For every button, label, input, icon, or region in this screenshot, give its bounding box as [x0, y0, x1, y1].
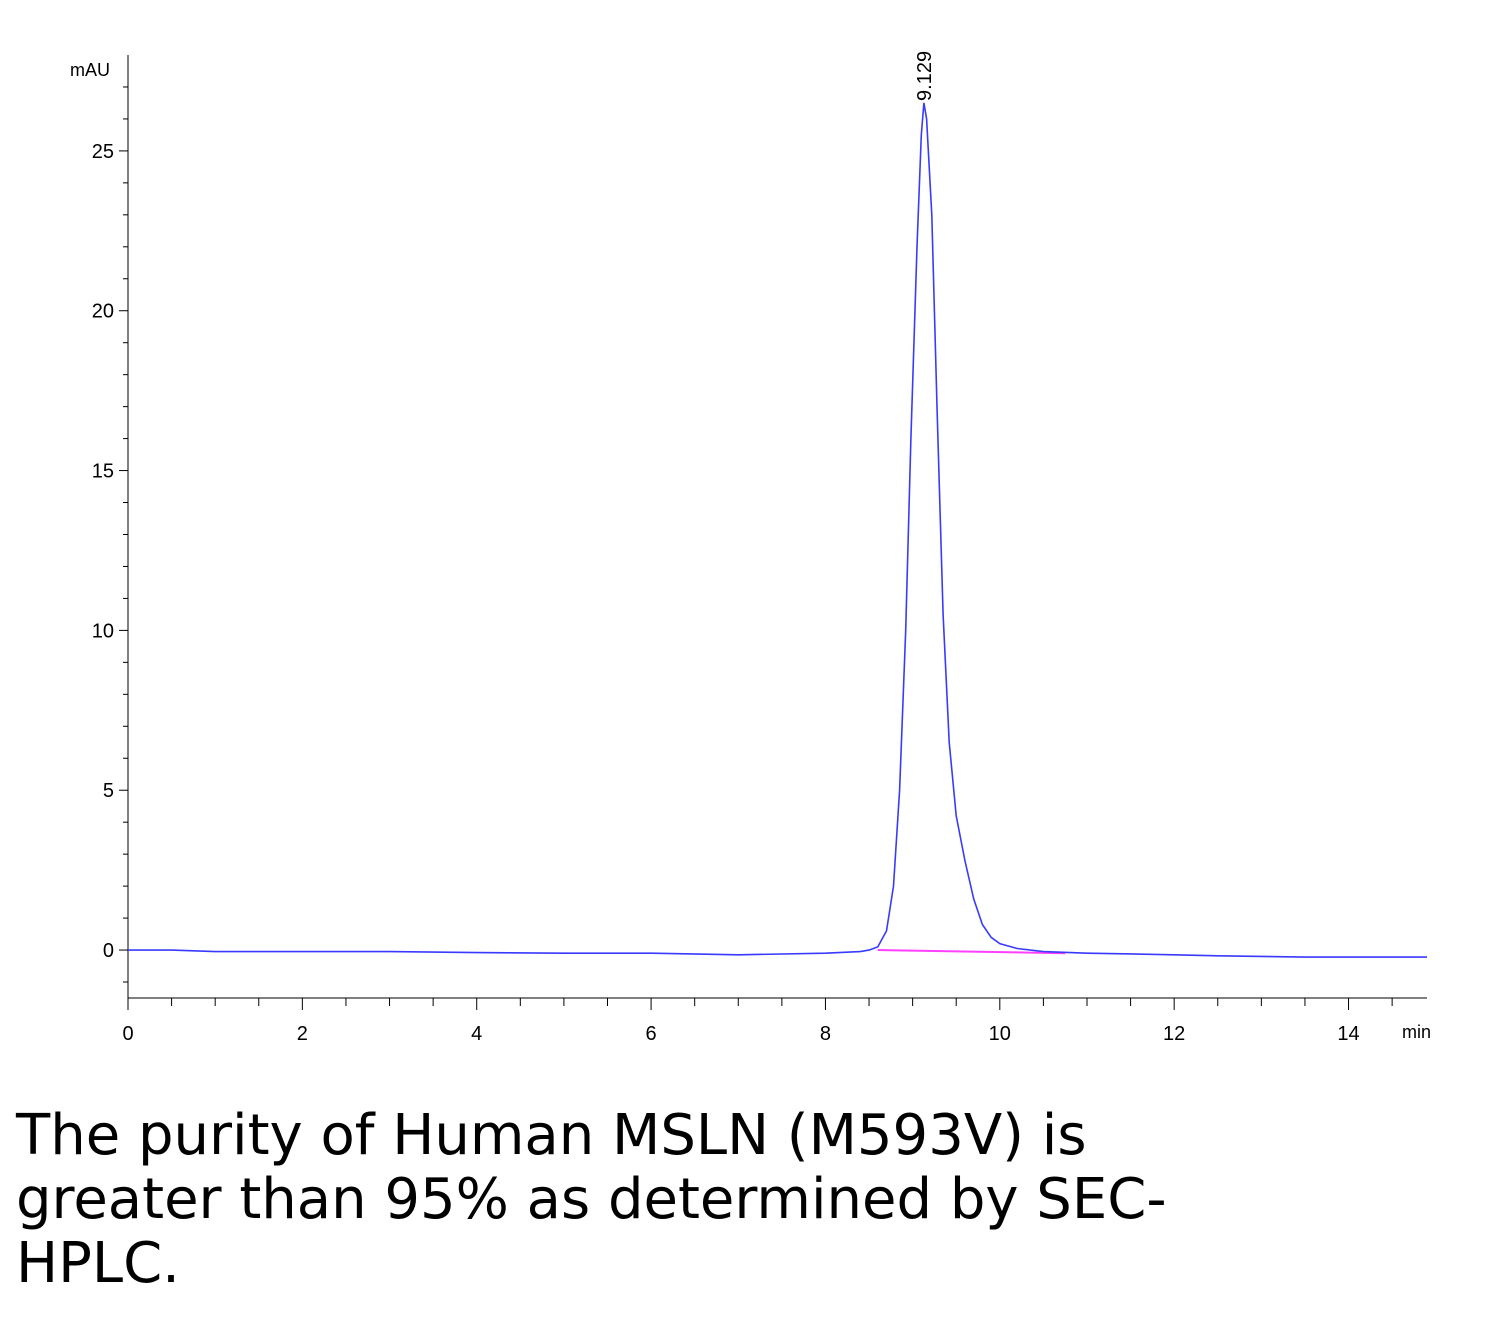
caption: The purity of Human MSLN (M593V) is grea…: [16, 1103, 1167, 1296]
y-tick-label: 15: [92, 461, 114, 483]
x-tick-label: 12: [1163, 1023, 1185, 1045]
x-axis-label: min: [1402, 1022, 1431, 1042]
chromatogram-chart: 0 5 10 15 20 25 0 2 4 6 8 10 12 14 mAU min 9.129: [70, 51, 1431, 1045]
y-axis-label: mAU: [70, 60, 110, 80]
x-tick-label: 4: [471, 1023, 482, 1045]
y-tick-label: 10: [92, 620, 114, 642]
x-tick-label: 2: [297, 1023, 308, 1045]
y-tick-label: 25: [92, 141, 114, 163]
x-tick-label: 14: [1337, 1023, 1359, 1045]
x-tick-label: 10: [989, 1023, 1011, 1045]
plot-area: [128, 102, 1427, 958]
y-tick-label: 5: [103, 780, 114, 802]
x-tick-label: 8: [820, 1023, 831, 1045]
axes: 0 5 10 15 20 25 0 2 4 6 8 10 12 14: [92, 55, 1427, 1045]
x-tick-label: 0: [122, 1023, 133, 1045]
integration-baseline: [877, 949, 1066, 955]
y-tick-label: 0: [103, 940, 114, 962]
peak-label: 9.129: [914, 51, 936, 101]
y-tick-label: 20: [92, 301, 114, 323]
signal-trace: [128, 102, 1427, 958]
x-tick-label: 6: [646, 1023, 657, 1045]
